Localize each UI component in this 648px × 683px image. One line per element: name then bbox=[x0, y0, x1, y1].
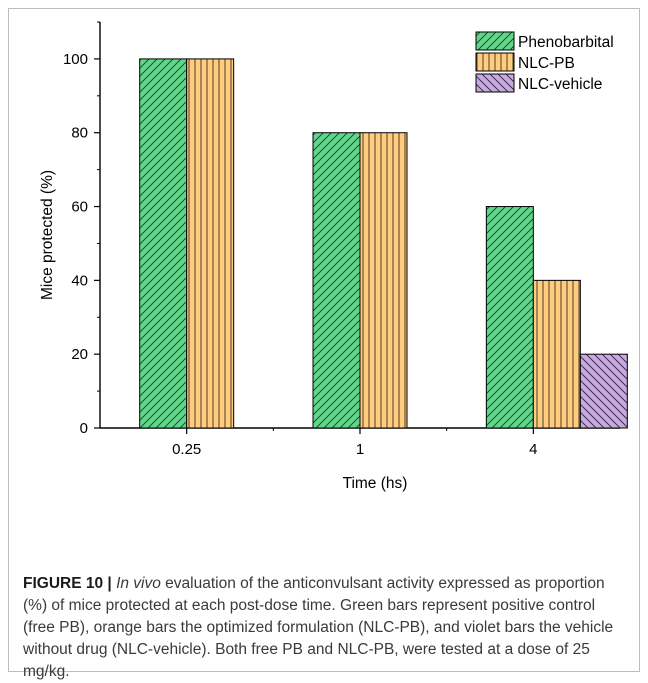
x-tick-label: 1 bbox=[356, 441, 364, 458]
y-tick-label: 80 bbox=[71, 125, 88, 142]
caption-label: FIGURE 10 | bbox=[23, 575, 112, 592]
bar-chart: 0 20 40 60 80 100 0.25 1 4 Time (hs) Mice protecte… bbox=[39, 21, 628, 492]
y-tick-label: 100 bbox=[63, 51, 88, 68]
figure-caption: FIGURE 10 | In vivo evaluation of the an… bbox=[23, 573, 623, 683]
legend-swatch bbox=[475, 52, 515, 72]
x-axis-label: Time (hs) bbox=[343, 475, 408, 492]
y-tick-label: 60 bbox=[71, 199, 88, 216]
legend-swatch bbox=[475, 73, 515, 93]
legend-label: Phenobarbital bbox=[518, 34, 614, 51]
bar-phenobarbital-4 bbox=[485, 206, 534, 429]
legend-swatch bbox=[475, 31, 515, 51]
bar-nlc-pb-0_25 bbox=[186, 58, 235, 429]
bar-nlc-pb-4 bbox=[532, 279, 581, 429]
x-tick-label: 0.25 bbox=[172, 441, 201, 458]
bar-phenobarbital-1 bbox=[312, 132, 361, 429]
caption-text: evaluation of the anticonvulsant activit… bbox=[23, 575, 614, 680]
legend-label: NLC-PB bbox=[518, 55, 575, 72]
bar-nlc-pb-1 bbox=[359, 132, 408, 429]
y-tick-label: 20 bbox=[71, 346, 88, 363]
legend-label: NLC-vehicle bbox=[518, 76, 602, 93]
y-tick-label: 40 bbox=[71, 272, 88, 289]
bar-nlc-vehicle-4 bbox=[579, 353, 628, 429]
bar-phenobarbital-0_25 bbox=[139, 58, 188, 429]
y-axis-label: Mice protected (%) bbox=[39, 170, 56, 300]
x-tick-label: 4 bbox=[529, 441, 537, 458]
y-tick-label: 0 bbox=[80, 420, 88, 437]
caption-italic: In vivo bbox=[116, 575, 161, 592]
